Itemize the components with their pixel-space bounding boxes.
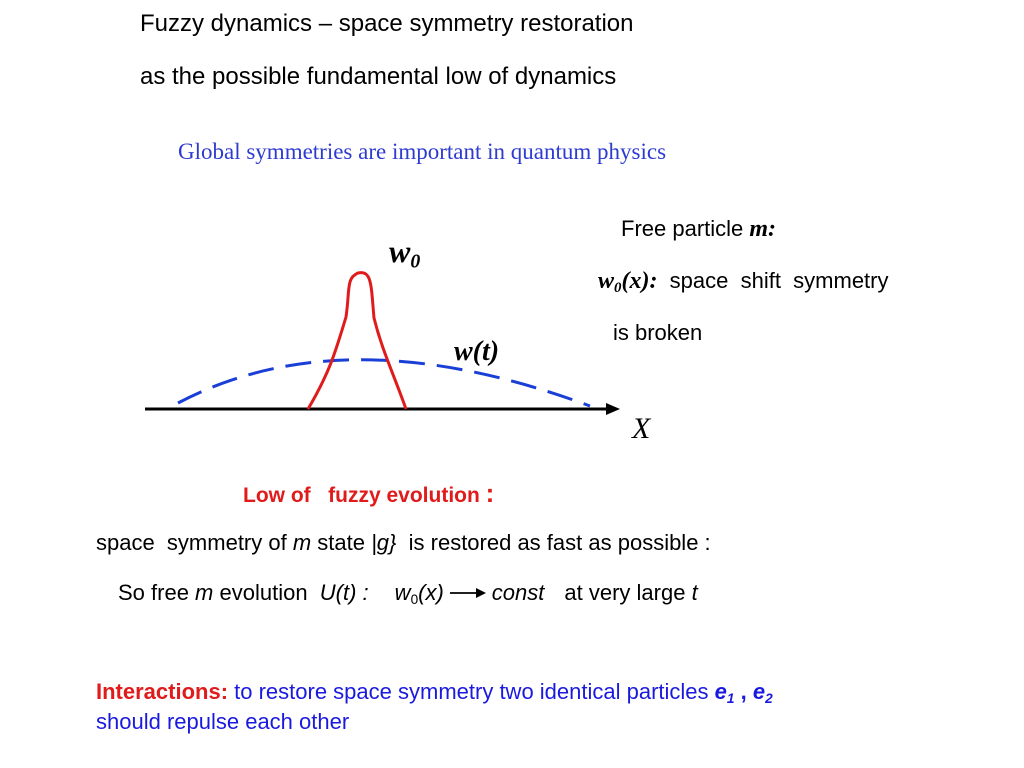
evolution-part-1: So free [118, 580, 196, 605]
evolution-operator: U(t) : [319, 580, 369, 605]
evolution-line: So free m evolution U(t) : w0(x) const at v… [118, 580, 698, 606]
localized-peak-curve [306, 271, 408, 410]
w0x-symbol: w [598, 268, 615, 294]
x-axis-label: X [632, 412, 651, 445]
interactions-label: Interactions: [96, 679, 229, 704]
title-line-1: Fuzzy dynamics – space symmetry restorat… [140, 10, 634, 37]
w0x-argument: (x): [621, 268, 658, 294]
symmetry-line: w0(x): space shift symmetry [598, 268, 889, 297]
e2-letter: e [752, 679, 766, 704]
x-axis-arrowhead [606, 403, 620, 415]
e1-letter: e [714, 679, 727, 704]
evolution-w: w [394, 580, 411, 605]
law-heading: Low of fuzzy evolution : [243, 478, 494, 509]
statement-part-1: space symmetry of [96, 530, 293, 555]
symmetry-statement: space symmetry of m state |g} is restore… [96, 530, 711, 556]
w0x-expression: w0(x): [598, 268, 658, 297]
w0-label: w0 [389, 233, 421, 273]
e1-symbol: e1 [714, 679, 735, 706]
statement-m: m [292, 530, 312, 555]
evolution-const: const [491, 580, 545, 605]
arrow-icon [449, 588, 486, 599]
interactions-line-1: Interactions: to restore space symmetry … [96, 679, 773, 705]
e2-subscript: 2 [765, 690, 773, 706]
wt-label: w(t) [454, 336, 500, 367]
subtitle: Global symmetries are important in quant… [178, 139, 667, 164]
free-particle-line: Free particle m: [621, 216, 776, 243]
evolution-t: t [691, 580, 698, 605]
statement-part-2: state [311, 530, 372, 555]
evolution-part-2: evolution [213, 580, 320, 605]
evolution-w-argument: (x) [418, 580, 444, 605]
statement-part-3: is restored as fast as possible : [396, 530, 711, 555]
w0x-subscript: 0 [614, 280, 622, 297]
free-particle-text: Free particle [621, 216, 750, 241]
evolution-w-subscript: 0 [410, 591, 419, 607]
evolution-part-3: at very large [564, 580, 692, 605]
free-particle-mass: m: [749, 216, 777, 242]
law-heading-text: Low of fuzzy evolution [243, 484, 486, 507]
w0-symbol: w [389, 233, 411, 269]
statement-state-g: |g} [371, 530, 397, 555]
symmetry-text: space shift symmetry [657, 268, 889, 293]
e-separator: , [734, 679, 753, 704]
evolution-m: m [195, 580, 214, 605]
is-broken-line: is broken [613, 320, 703, 345]
interactions-line-2: should repulse each other [96, 709, 350, 734]
spread-wavefunction-curve [177, 358, 591, 408]
title-line-2: as the possible fundamental low of dynam… [140, 63, 617, 90]
law-heading-colon: : [485, 478, 495, 508]
interactions-text: to restore space symmetry two identical … [228, 679, 715, 704]
w0-subscript: 0 [410, 250, 421, 273]
e1-subscript: 1 [726, 690, 735, 706]
e2-symbol: e2 [752, 679, 773, 706]
